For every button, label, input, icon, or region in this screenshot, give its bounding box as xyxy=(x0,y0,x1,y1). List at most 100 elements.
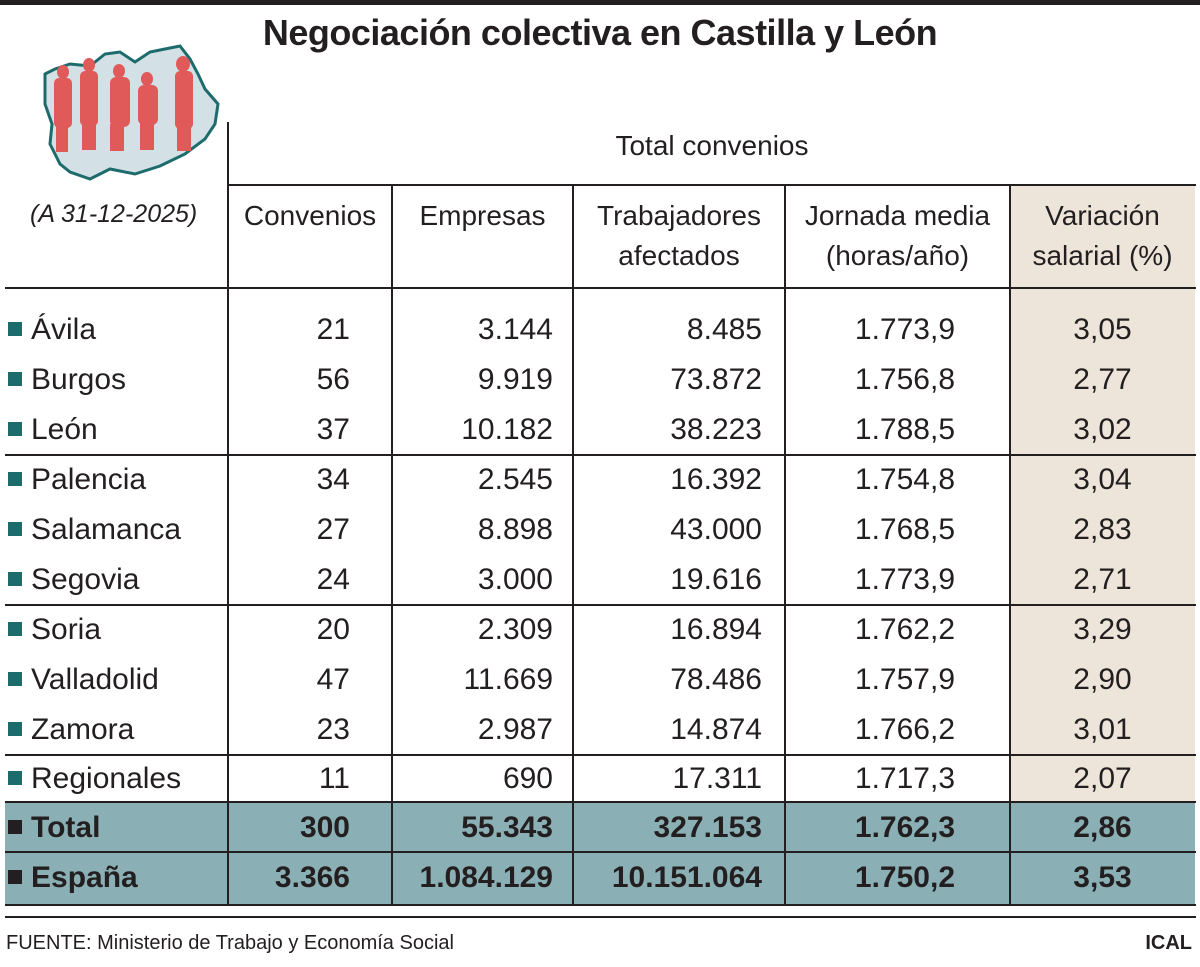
column-divider xyxy=(391,185,393,905)
table-cell: 2,86 xyxy=(1073,811,1132,844)
column-header: Jornada media xyxy=(804,200,991,231)
bullet-icon xyxy=(8,820,22,834)
group-header: Total convenios xyxy=(615,130,809,161)
row-separator xyxy=(5,801,1196,803)
table-cell: 20 xyxy=(316,613,350,646)
table-cell: 56 xyxy=(316,363,350,396)
table-cell: 55.343 xyxy=(461,811,553,844)
table-cell: 1.773,9 xyxy=(854,563,955,596)
table-cell: 1.757,9 xyxy=(854,663,955,696)
table-cell: 2,83 xyxy=(1073,513,1132,546)
table-cell: 8.898 xyxy=(477,513,553,546)
table-cell: 300 xyxy=(299,811,350,844)
table-cell: 16.392 xyxy=(670,463,762,496)
table-row-label: Valladolid xyxy=(8,655,159,705)
row-separator xyxy=(5,851,1196,853)
table-cell: 3,04 xyxy=(1073,463,1132,496)
row-label: Salamanca xyxy=(31,513,182,546)
column-divider xyxy=(1009,185,1011,905)
bullet-icon xyxy=(8,472,22,486)
bullet-icon xyxy=(8,771,22,785)
table-row-label: Segovia xyxy=(8,555,139,605)
table-cell: 3.366 xyxy=(274,861,350,894)
table-cell: 3,02 xyxy=(1073,413,1132,446)
table-cell: 34 xyxy=(316,463,350,496)
table-cell: 1.788,5 xyxy=(854,413,955,446)
table-row-label: León xyxy=(8,405,98,455)
column-header: salarial (%) xyxy=(1032,240,1173,271)
table-cell: 78.486 xyxy=(670,663,762,696)
column-divider xyxy=(227,122,229,905)
table-cell: 3,05 xyxy=(1073,313,1132,346)
table-cell: 2,90 xyxy=(1073,663,1132,696)
table-cell: 14.874 xyxy=(670,713,762,746)
table-cell: 1.750,2 xyxy=(854,861,955,894)
table-row-label: Palencia xyxy=(8,455,146,505)
table-cell: 3.144 xyxy=(477,313,553,346)
table-cell: 327.153 xyxy=(653,811,762,844)
column-header: Convenios xyxy=(243,200,377,231)
table-cell: 21 xyxy=(316,313,350,346)
column-divider xyxy=(784,185,786,905)
table-cell: 3,53 xyxy=(1073,861,1132,894)
header-bottom-rule xyxy=(5,287,1196,289)
table-cell: 1.717,3 xyxy=(854,762,955,795)
table-cell: 38.223 xyxy=(670,413,762,446)
row-label: Valladolid xyxy=(31,663,159,696)
credit: ICAL xyxy=(1145,932,1192,954)
table-cell: 2,07 xyxy=(1073,762,1132,795)
table-cell: 24 xyxy=(316,563,350,596)
table-cell: 23 xyxy=(316,713,350,746)
bullet-icon xyxy=(8,422,22,436)
page-title: Negociación colectiva en Castilla y León xyxy=(262,12,938,53)
bullet-icon xyxy=(8,672,22,686)
table-bottom-rule xyxy=(5,916,1196,918)
table-cell: 10.182 xyxy=(461,413,553,446)
table-cell: 17.311 xyxy=(672,762,762,795)
row-separator xyxy=(5,604,1196,606)
row-label: Regionales xyxy=(31,762,182,795)
table-cell: 43.000 xyxy=(670,513,762,546)
table-cell: 1.756,8 xyxy=(854,363,955,396)
table-row-label: España xyxy=(8,853,138,903)
table-cell: 1.762,2 xyxy=(854,613,955,646)
table-cell: 11.669 xyxy=(463,663,553,696)
table-cell: 10.151.064 xyxy=(611,861,762,894)
bullet-icon xyxy=(8,622,22,636)
bullet-icon xyxy=(8,322,22,336)
row-label: España xyxy=(31,861,138,894)
table-cell: 2.309 xyxy=(477,613,553,646)
bullet-icon xyxy=(8,870,22,884)
table-cell: 37 xyxy=(316,413,350,446)
row-label: Ávila xyxy=(31,313,97,346)
table-cell: 2.545 xyxy=(477,463,553,496)
totals-band xyxy=(5,802,1195,905)
table-cell: 2,71 xyxy=(1073,563,1132,596)
source-note: FUENTE: Ministerio de Trabajo y Economía… xyxy=(6,932,454,954)
table-row-label: Soria xyxy=(8,605,101,655)
table-cell: 1.766,2 xyxy=(854,713,955,746)
column-header: (horas/año) xyxy=(825,240,970,271)
row-separator xyxy=(5,754,1196,756)
table-row-label: Salamanca xyxy=(8,505,181,555)
table-cell: 3,01 xyxy=(1073,713,1132,746)
table-cell: 3,29 xyxy=(1073,613,1132,646)
column-header: Trabajadores xyxy=(597,200,761,231)
column-header: Empresas xyxy=(419,200,546,231)
bullet-icon xyxy=(8,522,22,536)
table-cell: 73.872 xyxy=(670,363,762,396)
row-separator xyxy=(5,904,1196,906)
top-rule xyxy=(0,0,1200,5)
table-cell: 2,77 xyxy=(1073,363,1132,396)
table-cell: 1.768,5 xyxy=(854,513,955,546)
table-cell: 690 xyxy=(502,762,553,795)
table-cell: 27 xyxy=(316,513,350,546)
row-separator xyxy=(5,454,1196,456)
table-cell: 1.754,8 xyxy=(854,463,955,496)
table-row-label: Regionales xyxy=(8,754,181,804)
row-label: Soria xyxy=(31,613,102,646)
table-cell: 47 xyxy=(316,663,350,696)
table-cell: 19.616 xyxy=(670,563,762,596)
bullet-icon xyxy=(8,722,22,736)
